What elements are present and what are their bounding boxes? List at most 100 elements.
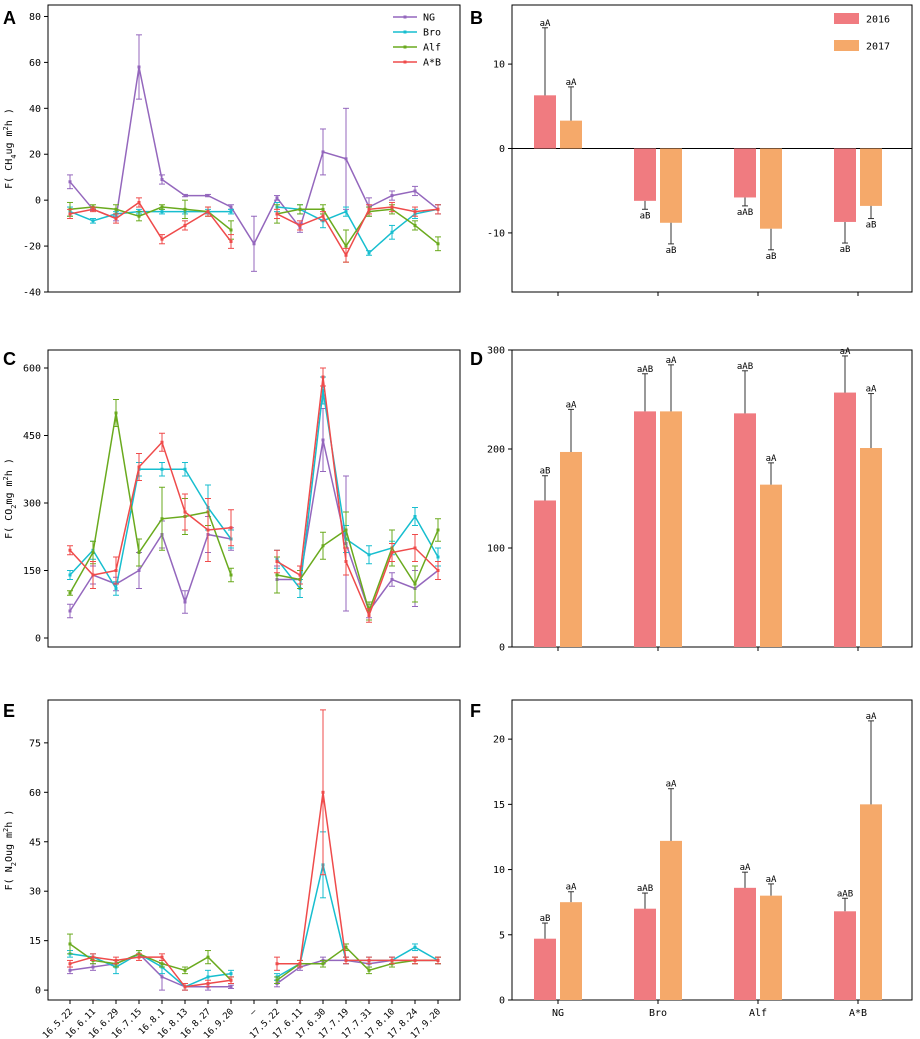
data-point-A*B bbox=[229, 526, 233, 530]
data-point-A*B bbox=[367, 958, 371, 962]
data-point-A*B bbox=[68, 548, 72, 552]
data-point-NG bbox=[183, 194, 187, 198]
data-point-A*B bbox=[436, 207, 440, 211]
data-point-A*B bbox=[91, 955, 95, 959]
legend-label-2017: 2017 bbox=[866, 42, 890, 53]
legend-label-A*B: A*B bbox=[423, 58, 441, 69]
data-point-Alf bbox=[114, 207, 118, 211]
ytick-label: 200 bbox=[487, 445, 505, 456]
panel-A: A -40 -20 0 20 40 60 80 F( CH4ug m2h ) NG Bro Alf A*… bbox=[2, 4, 461, 299]
significance-label: aB bbox=[666, 246, 677, 256]
bar-2016-NG bbox=[534, 500, 556, 647]
ytick-label: 300 bbox=[23, 499, 41, 510]
legend-swatch-2016 bbox=[834, 13, 859, 24]
data-point-A*B bbox=[390, 551, 394, 554]
data-point-A*B bbox=[206, 528, 210, 532]
data-point-A*B bbox=[91, 207, 95, 211]
data-point-A*B bbox=[275, 962, 279, 966]
data-point-A*B bbox=[413, 958, 417, 962]
ytick-label: 75 bbox=[29, 738, 41, 749]
ytick-label: 0 bbox=[35, 986, 41, 997]
bar-2016-A*B bbox=[834, 392, 856, 647]
series-line-Bro bbox=[69, 952, 232, 988]
bar-2017-A*B bbox=[860, 148, 882, 206]
data-point-A*B bbox=[321, 375, 325, 379]
panel-frame-D bbox=[511, 349, 913, 648]
panel-letter-C: C bbox=[3, 349, 16, 369]
bar-2016-Alf bbox=[734, 413, 756, 647]
data-point-Alf bbox=[344, 945, 348, 949]
data-point-Alf bbox=[137, 214, 141, 218]
data-point-A*B bbox=[229, 978, 233, 982]
data-point-A*B bbox=[367, 614, 371, 617]
data-point-Alf bbox=[344, 244, 348, 248]
series-line-Alf bbox=[69, 412, 232, 594]
panel-frame-A bbox=[47, 4, 461, 293]
series-line-A*B bbox=[69, 201, 232, 242]
data-point-Alf bbox=[275, 573, 279, 577]
significance-label: aA bbox=[866, 712, 877, 722]
significance-label: aAB bbox=[637, 884, 653, 894]
bar-2017-A*B bbox=[860, 804, 882, 1000]
panel-frame-E bbox=[47, 699, 461, 1001]
data-point-Bro bbox=[367, 251, 371, 255]
data-point-Alf bbox=[114, 411, 118, 415]
ytick-label: 100 bbox=[487, 544, 505, 555]
data-point-A*B bbox=[183, 223, 187, 227]
data-point-Alf bbox=[68, 591, 72, 595]
data-point-Alf bbox=[91, 551, 95, 554]
ytick-label: 10 bbox=[493, 60, 505, 71]
significance-label: aAB bbox=[637, 365, 653, 375]
xtick-label: — bbox=[248, 1007, 259, 1018]
legend-marker bbox=[403, 30, 407, 34]
data-point-Alf bbox=[183, 968, 187, 972]
bar-2016-NG bbox=[534, 95, 556, 149]
data-point-A*B bbox=[321, 790, 325, 794]
data-point-A*B bbox=[298, 573, 302, 577]
ytick-label: 80 bbox=[29, 12, 41, 23]
data-point-Bro bbox=[344, 210, 348, 214]
data-point-A*B bbox=[298, 962, 302, 966]
data-point-NG bbox=[68, 180, 72, 184]
significance-label: aAB bbox=[737, 208, 753, 218]
ytick-label: 0 bbox=[499, 643, 505, 654]
data-point-A*B bbox=[390, 205, 394, 209]
series-line-A*B bbox=[276, 376, 439, 618]
data-point-Bro bbox=[367, 553, 371, 557]
ytick-label: 10 bbox=[493, 865, 505, 876]
data-point-A*B bbox=[436, 958, 440, 962]
category-label-Alf: Alf bbox=[749, 1008, 767, 1019]
significance-label: aA bbox=[566, 78, 577, 88]
ytick-label: 0 bbox=[499, 144, 505, 155]
significance-label: aB bbox=[640, 211, 651, 221]
data-point-Bro bbox=[160, 210, 164, 214]
data-point-NG bbox=[321, 438, 325, 442]
data-point-Bro bbox=[229, 210, 233, 214]
data-point-A*B bbox=[160, 237, 164, 241]
series-line-Alf bbox=[276, 208, 439, 248]
panel-letter-E: E bbox=[3, 701, 15, 721]
data-point-Alf bbox=[68, 942, 72, 946]
data-point-Alf bbox=[160, 962, 164, 966]
data-point-Bro bbox=[68, 573, 72, 577]
data-point-Bro bbox=[413, 945, 417, 949]
data-point-NG bbox=[137, 65, 141, 69]
bar-2017-Bro bbox=[660, 840, 682, 1000]
data-point-Bro bbox=[91, 219, 95, 223]
significance-label: aA bbox=[866, 385, 877, 395]
data-point-Bro bbox=[321, 389, 325, 392]
bar-2017-Alf bbox=[760, 484, 782, 647]
data-point-Bro bbox=[114, 587, 118, 590]
data-point-A*B bbox=[206, 210, 210, 214]
panel-B: B -10 0 10 aA aA aB aB aAB aB aB aB 2016 2017 bbox=[470, 4, 913, 296]
ytick-label: -10 bbox=[487, 228, 505, 239]
data-point-A*B bbox=[229, 239, 233, 243]
series-line-Alf bbox=[69, 943, 232, 981]
data-point-A*B bbox=[321, 214, 325, 218]
bar-2017-A*B bbox=[860, 448, 882, 647]
panel-F: F 0 5 10 15 20 NG aB aA Bro aAB aA Alf aA aA A*B aAB aA bbox=[470, 699, 913, 1019]
legend-label-NG: NG bbox=[423, 13, 435, 24]
bar-2016-NG bbox=[534, 938, 556, 1000]
data-point-A*B bbox=[275, 212, 279, 216]
bar-2017-Alf bbox=[760, 895, 782, 1000]
